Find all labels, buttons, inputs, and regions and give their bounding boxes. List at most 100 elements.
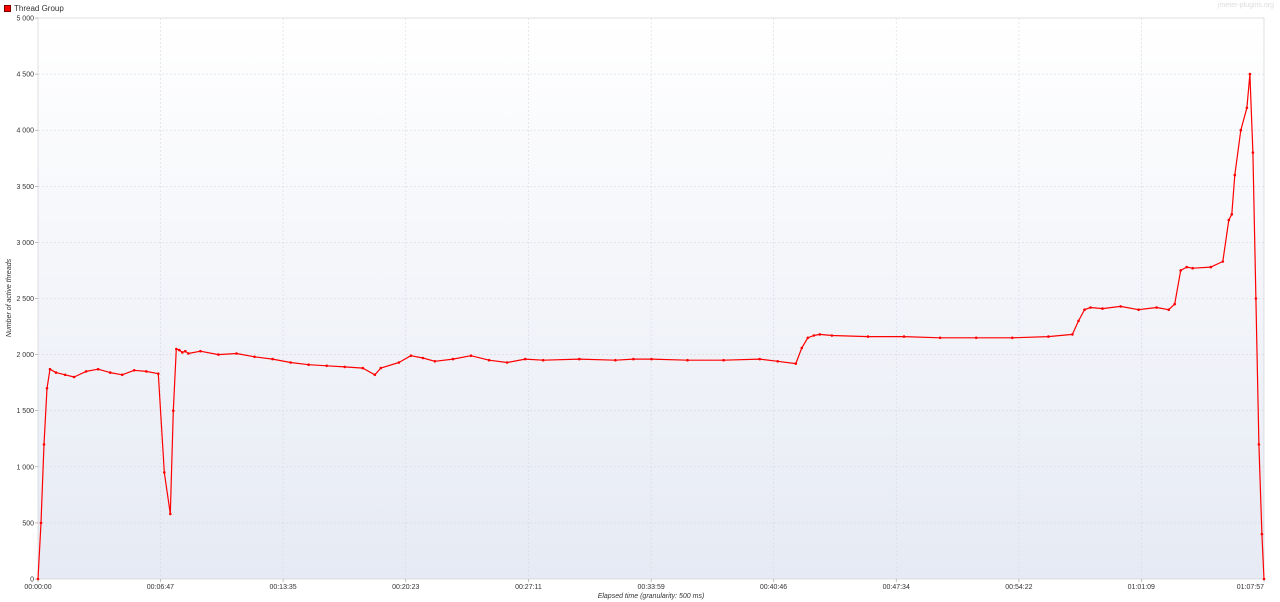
series-point — [541, 358, 545, 362]
x-tick-label: 00:33:59 — [638, 584, 665, 591]
series-point — [307, 363, 310, 367]
y-tick-label: 1 500 — [16, 408, 34, 415]
series-point — [812, 334, 816, 337]
series-point — [63, 373, 67, 377]
series-point — [505, 361, 509, 364]
x-tick-label: 01:01:09 — [1128, 584, 1155, 591]
series-point — [806, 336, 810, 340]
series-point — [1209, 265, 1213, 269]
series-point — [54, 371, 58, 374]
series-point — [1227, 218, 1231, 222]
series-point — [1047, 335, 1050, 338]
x-tick-labels: 00:00:00 00:06:47 00:13:35 00:20:23 00:27:11… — [24, 579, 1265, 591]
series-point — [1089, 306, 1092, 309]
y-tick-label: 4 500 — [16, 72, 34, 79]
legend-label: Thread Group — [14, 3, 64, 13]
x-tick-label: 01:07:57 — [1237, 584, 1264, 591]
series-point — [776, 360, 779, 363]
series-point — [818, 333, 822, 336]
series-point — [235, 352, 238, 355]
y-tick-label: 0 — [30, 577, 34, 584]
series-point — [800, 346, 804, 350]
y-tick-label: 4 000 — [16, 128, 34, 135]
series-point — [1251, 151, 1255, 154]
series-point — [650, 357, 653, 361]
series-point — [1167, 308, 1170, 312]
series-point — [199, 349, 202, 353]
series-point — [830, 334, 834, 337]
y-tick-label: 1 000 — [16, 464, 34, 471]
series-point — [379, 366, 383, 370]
series-point — [325, 364, 329, 368]
grid — [37, 17, 1265, 580]
series-point — [686, 358, 689, 362]
series-point — [1233, 173, 1237, 177]
x-axis-title: Elapsed time (granularity: 500 ms) — [598, 593, 705, 600]
series-point — [758, 357, 761, 361]
x-tick-label: 00:13:35 — [269, 584, 296, 591]
series-point — [433, 360, 437, 363]
series-point — [253, 355, 256, 359]
series-point — [1239, 128, 1243, 132]
series-point — [1254, 297, 1258, 300]
series-point — [451, 357, 455, 361]
series-point — [1101, 307, 1104, 310]
series-point — [1260, 532, 1264, 536]
series-point — [187, 352, 190, 355]
series-point — [1262, 577, 1266, 581]
legend: Thread Group — [4, 2, 64, 14]
series-point — [1185, 265, 1188, 269]
series-point — [157, 372, 160, 376]
series-point — [578, 357, 581, 361]
series-point — [39, 521, 43, 525]
series-point — [409, 354, 413, 358]
series-point — [421, 356, 425, 360]
series-point — [722, 358, 725, 362]
y-tick-label: 3 500 — [16, 184, 34, 191]
series-point — [1257, 443, 1261, 446]
series-point — [175, 347, 178, 351]
series-point — [794, 362, 798, 365]
series-point — [343, 365, 347, 369]
series-points — [36, 72, 1266, 581]
series-point — [42, 443, 46, 446]
series-point — [1083, 308, 1086, 312]
series-point — [96, 367, 100, 371]
series-point — [632, 357, 635, 361]
series-point — [1179, 269, 1182, 272]
series-point — [397, 361, 401, 364]
y-tick-label: 2 500 — [16, 296, 34, 303]
series-point — [1119, 305, 1122, 308]
series-point — [938, 336, 942, 340]
series-point — [1173, 302, 1176, 306]
series-point — [172, 409, 175, 413]
series-point — [163, 471, 166, 474]
y-tick-label: 3 000 — [16, 240, 34, 247]
y-axis-title: Number of active threads — [6, 258, 13, 337]
series-point — [45, 387, 49, 390]
series-point — [373, 373, 377, 377]
series-point — [1245, 106, 1249, 110]
legend-swatch — [4, 4, 11, 12]
series-point — [1071, 333, 1074, 336]
y-tick-labels: 0 500 1 000 1 500 2 000 2 500 3 000 3 500 4 000 4… — [16, 16, 38, 584]
series-point — [469, 354, 473, 358]
y-tick-label: 500 — [22, 520, 34, 527]
series-point — [1137, 308, 1140, 312]
series-point — [614, 358, 617, 362]
x-tick-label: 00:27:11 — [515, 584, 542, 591]
series-point — [217, 353, 220, 356]
series-point — [902, 335, 906, 338]
series-point — [523, 357, 527, 361]
series-point — [72, 375, 76, 379]
series-point — [1011, 336, 1014, 340]
y-tick-label: 2 000 — [16, 352, 34, 359]
x-tick-label: 00:06:47 — [147, 584, 174, 591]
series-point — [178, 348, 181, 352]
series-point — [974, 336, 978, 340]
series-point — [1230, 213, 1234, 216]
series-point — [271, 357, 274, 361]
series-point — [1221, 260, 1225, 263]
series-point — [181, 351, 184, 354]
